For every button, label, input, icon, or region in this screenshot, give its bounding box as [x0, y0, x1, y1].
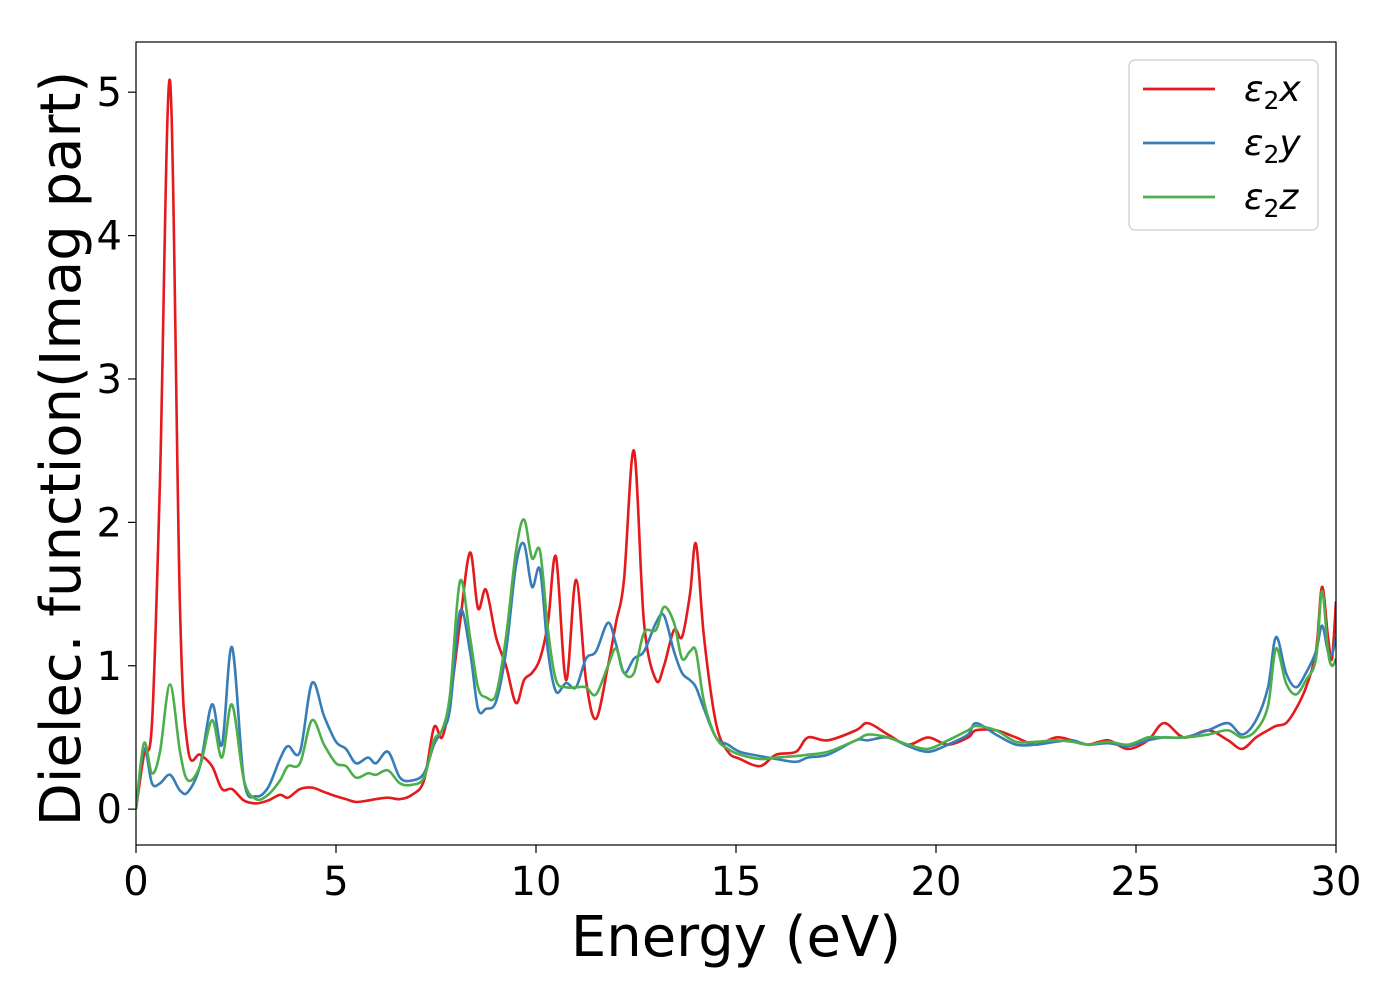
y-tick-label: 3 [97, 357, 122, 403]
legend-label: ε2y [1244, 123, 1301, 169]
legend-item: ε2z [1143, 177, 1299, 223]
y-tick-label: 1 [97, 644, 122, 690]
legend: ε2x ε2y ε2z [1128, 59, 1319, 231]
x-tick-label: 30 [1311, 859, 1362, 905]
x-tick-label: 25 [1111, 859, 1162, 905]
x-tick-label: 15 [711, 859, 762, 905]
x-tick-label: 5 [323, 859, 348, 905]
y-tick-label: 2 [97, 500, 122, 546]
y-tick-label: 5 [97, 70, 122, 116]
x-tick-label: 20 [911, 859, 962, 905]
legend-label: ε2z [1244, 177, 1299, 223]
y-axis: 0 1 2 3 4 5 [97, 70, 136, 833]
y-tick-label: 0 [97, 787, 122, 833]
legend-box [1128, 59, 1319, 231]
legend-item: ε2x [1143, 69, 1301, 115]
x-tick-label: 0 [123, 859, 148, 905]
legend-label: ε2x [1244, 69, 1301, 115]
x-axis-title: Energy (eV) [571, 905, 901, 970]
series-layer [136, 78, 1336, 810]
legend-item: ε2y [1143, 123, 1301, 169]
y-axis-title: Dielec. function(Imag part) [29, 71, 94, 827]
y-tick-label: 4 [97, 214, 122, 260]
series-line-2 [136, 541, 1336, 810]
series-line-3 [136, 518, 1336, 810]
x-axis: 0 5 10 15 20 25 30 [123, 845, 1361, 905]
x-tick-label: 10 [511, 859, 562, 905]
